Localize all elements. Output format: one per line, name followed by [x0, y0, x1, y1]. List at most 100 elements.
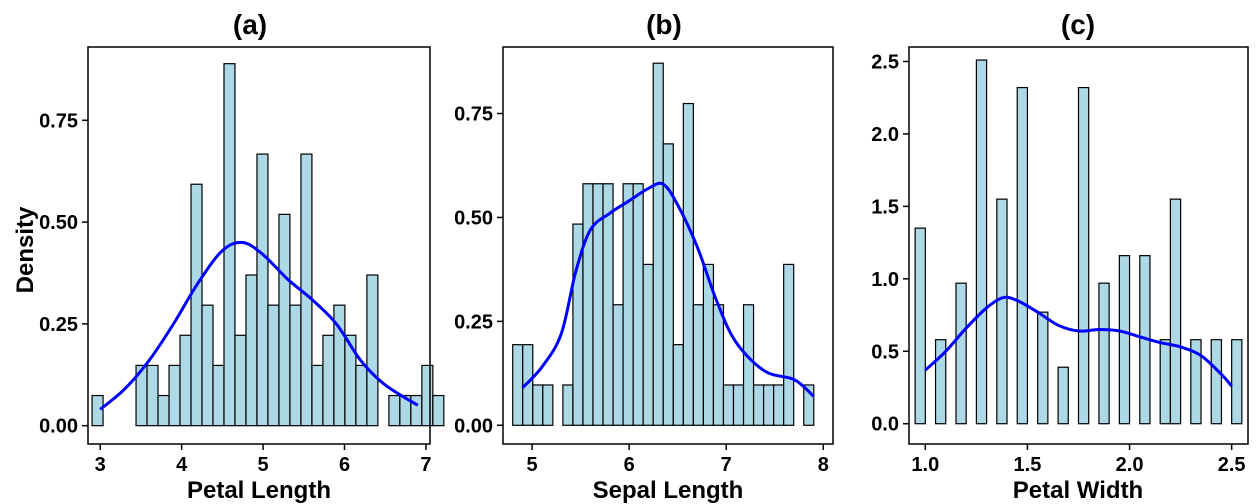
panel-a-bar-21	[322, 334, 335, 427]
panel-a-bar-8	[179, 334, 192, 427]
panel-b-x-tick-label-2: 7	[721, 454, 732, 476]
panel-a: (a) 3 4 5 6 7 0.00 0.25 0.50 0.75 Petal Length	[39, 9, 445, 504]
panel-c-bar-8	[996, 198, 1008, 425]
panel-a-bar-13	[234, 334, 247, 427]
panel-b-density-curve	[521, 181, 815, 398]
panel-b-bar-10	[612, 304, 624, 426]
panel-b-bar-13	[642, 263, 654, 426]
panel-c-y-tick-label-1: 0.5	[871, 341, 899, 363]
panel-b-bar-11	[622, 183, 634, 426]
panel-b-y-tick-label-3: 0.75	[454, 104, 493, 126]
panel-a-bar-0	[91, 394, 104, 427]
panel-b-bar-12	[632, 183, 644, 426]
panel-a-bar-31	[432, 394, 445, 427]
panel-c-bars	[914, 59, 1243, 425]
panel-c-axes: 1.0 1.5 2.0 2.5 0.0 0.5 1.0 1.5 2.0 2.5	[871, 51, 1245, 476]
panel-a-bar-5	[146, 364, 159, 427]
panel-b-bar-2	[532, 384, 544, 426]
panel-c-bar-10	[1016, 86, 1029, 425]
panel-a-bar-17	[278, 213, 291, 427]
panel-b-y-tick-label-1: 0.25	[454, 311, 493, 333]
panel-b-y-tick-label-2: 0.50	[454, 207, 493, 229]
panel-c-frame	[908, 46, 1249, 445]
panel-a-x-tick-label-2: 5	[258, 454, 269, 476]
panel-b-bar-22	[732, 384, 745, 426]
panel-b-bar-5	[562, 384, 574, 426]
panel-c-y-tick-label-5: 2.5	[871, 51, 899, 73]
panel-c-x-tick-label-1: 1.5	[1014, 454, 1042, 476]
panel-c-bar-14	[1057, 366, 1069, 425]
panel-a-bar-29	[410, 394, 423, 427]
panel-a-x-tick-label-1: 4	[176, 454, 188, 476]
panel-a-bar-16	[267, 304, 280, 427]
panel-c-bar-4	[955, 282, 967, 425]
panel-c-bar-6	[975, 59, 988, 425]
panel-b-bar-9	[602, 183, 614, 426]
panel-b-x-tick-label-0: 5	[527, 454, 538, 476]
panel-c-title: (c)	[1061, 9, 1095, 40]
panel-b-bar-16	[672, 344, 684, 426]
panel-a-x-axis-label: Petal Length	[187, 477, 331, 504]
panel-c-bar-25	[1169, 198, 1182, 425]
panel-c-bar-27	[1190, 339, 1202, 425]
panel-b: (b) 5 6 7 8 0.00 0.25 0.50 0.75 Sepal Length	[454, 9, 834, 504]
panel-c-bar-0	[914, 227, 926, 425]
panel-a-bar-10	[201, 304, 214, 427]
panel-a-bar-11	[212, 364, 225, 427]
panel-c: (c) 1.0 1.5 2.0 2.5 0.0 0.5 1.0 1.5 2.0 2.5 Petal…	[871, 9, 1249, 504]
panel-c-bar-24	[1159, 339, 1171, 425]
panel-a-bar-24	[355, 364, 368, 427]
panel-c-y-tick-label-4: 2.0	[871, 124, 899, 146]
panel-b-bar-14	[652, 62, 664, 426]
panel-b-axes: 5 6 7 8 0.00 0.25 0.50 0.75	[454, 104, 829, 476]
panel-c-bar-20	[1118, 255, 1131, 425]
panel-a-bar-15	[256, 153, 269, 427]
panel-b-x-axis-label: Sepal Length	[593, 477, 744, 504]
panel-a-y-tick-label-2: 0.50	[39, 212, 78, 234]
panel-a-y-tick-label-1: 0.25	[39, 314, 78, 336]
panel-a-bars	[91, 63, 445, 427]
panel-b-bar-29	[803, 384, 815, 426]
panel-c-y-tick-label-0: 0.0	[871, 414, 899, 436]
panel-b-title: (b)	[646, 9, 682, 40]
panel-c-bar-16	[1077, 86, 1090, 425]
panel-b-bar-0	[512, 344, 524, 426]
panel-b-bar-27	[783, 263, 795, 426]
panel-a-x-tick-label-0: 3	[95, 454, 106, 476]
panel-a-bar-25	[366, 274, 379, 427]
panel-a-bar-6	[157, 394, 170, 427]
panel-a-title: (a)	[233, 9, 267, 40]
panel-c-x-tick-label-0: 1.0	[911, 454, 939, 476]
panel-c-bar-12	[1037, 311, 1049, 425]
panel-b-bar-20	[712, 304, 725, 426]
panel-b-bar-23	[742, 304, 755, 426]
panel-c-bar-31	[1231, 339, 1243, 425]
panel-a-bar-20	[311, 364, 324, 427]
panel-b-bar-18	[692, 304, 704, 426]
panel-a-y-tick-label-0: 0.00	[39, 416, 78, 438]
panel-a-bar-18	[289, 304, 302, 427]
panel-b-bar-17	[682, 102, 694, 426]
panel-b-bar-3	[542, 384, 554, 426]
panel-b-x-tick-label-1: 6	[624, 454, 635, 476]
panel-b-bar-26	[773, 384, 785, 426]
panel-b-bar-24	[752, 384, 765, 426]
panel-a-x-tick-label-4: 7	[420, 454, 431, 476]
panel-a-bar-7	[168, 364, 181, 427]
panel-a-density-curve	[99, 240, 419, 411]
panel-a-bar-27	[388, 394, 401, 427]
panel-b-bars	[512, 62, 815, 426]
panel-b-frame	[502, 46, 834, 445]
panel-c-density-curve	[924, 295, 1233, 388]
panel-c-bar-2	[934, 339, 947, 425]
panel-c-x-tick-label-3: 2.5	[1218, 454, 1246, 476]
panel-c-y-tick-label-3: 1.5	[871, 196, 899, 218]
panel-b-x-tick-label-3: 8	[818, 454, 829, 476]
panel-a-x-tick-label-3: 6	[339, 454, 350, 476]
panel-b-bar-15	[662, 143, 674, 426]
panel-b-y-tick-label-0: 0.00	[454, 415, 493, 437]
panel-a-bar-9	[190, 183, 203, 427]
panel-a-bar-30	[421, 364, 434, 427]
panel-a-bar-14	[245, 274, 258, 427]
